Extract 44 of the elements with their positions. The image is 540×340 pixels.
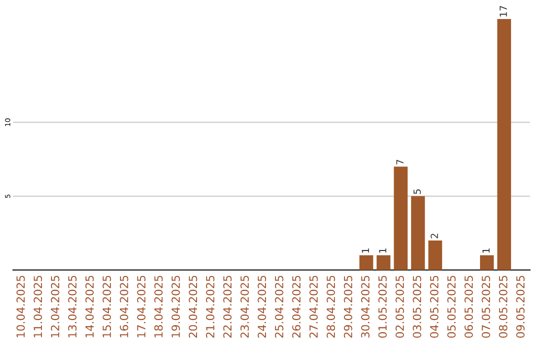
x-tick-label: 18.04.2025 [154, 276, 163, 338]
x-tick-label: 01.05.2025 [378, 276, 387, 338]
x-tick-label: 11.04.2025 [34, 276, 42, 338]
data-label: 2 [430, 234, 438, 238]
x-tick-label: 16.04.2025 [120, 276, 128, 338]
data-label: 1 [362, 248, 369, 253]
x-tick-label: 28.04.2025 [326, 276, 336, 338]
x-tick-label: 30.04.2025 [361, 276, 370, 338]
x-tick-label: 07.05.2025 [482, 276, 490, 338]
x-tick-label: 12.04.2025 [50, 276, 60, 338]
x-tick-label: 05.05.2025 [447, 276, 456, 338]
x-tick-label: 29.04.2025 [344, 276, 352, 338]
x-tick-label: 25.04.2025 [274, 276, 284, 338]
x-tick-label: 03.05.2025 [412, 276, 422, 338]
x-tick-label: 22.04.2025 [223, 276, 232, 338]
x-tick-label: 17.04.2025 [137, 276, 146, 338]
x-tick-label: 02.05.2025 [396, 276, 404, 338]
bar [497, 19, 512, 270]
data-label: 1 [482, 248, 490, 253]
bar [359, 255, 374, 270]
bar [428, 240, 442, 270]
bar [376, 255, 390, 270]
x-tick-label: 21.04.2025 [206, 276, 214, 338]
x-tick-label: 10.04.2025 [16, 276, 25, 338]
x-tick-label: 14.04.2025 [85, 276, 94, 338]
x-tick-label: 20.04.2025 [188, 276, 198, 338]
bar [480, 255, 494, 270]
x-tick-label: 26.04.2025 [292, 276, 301, 338]
x-tick-label: 09.05.2025 [516, 276, 525, 338]
data-label: 7 [396, 160, 404, 164]
bar [394, 166, 408, 270]
x-tick-label: 06.05.2025 [464, 276, 473, 338]
x-tick-label: 19.04.2025 [172, 276, 180, 338]
data-label: 5 [414, 189, 421, 194]
x-tick-label: 08.05.2025 [498, 276, 508, 338]
x-tick-label: 27.04.2025 [309, 276, 318, 338]
x-tick-label: 13.04.2025 [68, 276, 77, 338]
x-tick-label: 04.05.2025 [430, 276, 438, 338]
data-label: 1 [379, 248, 386, 253]
data-label: 17 [500, 6, 507, 16]
x-tick-label: 24.04.2025 [258, 276, 266, 338]
bar [411, 196, 425, 270]
x-tick-label: 15.04.2025 [102, 276, 112, 338]
x-tick-label: 23.04.2025 [240, 276, 249, 338]
